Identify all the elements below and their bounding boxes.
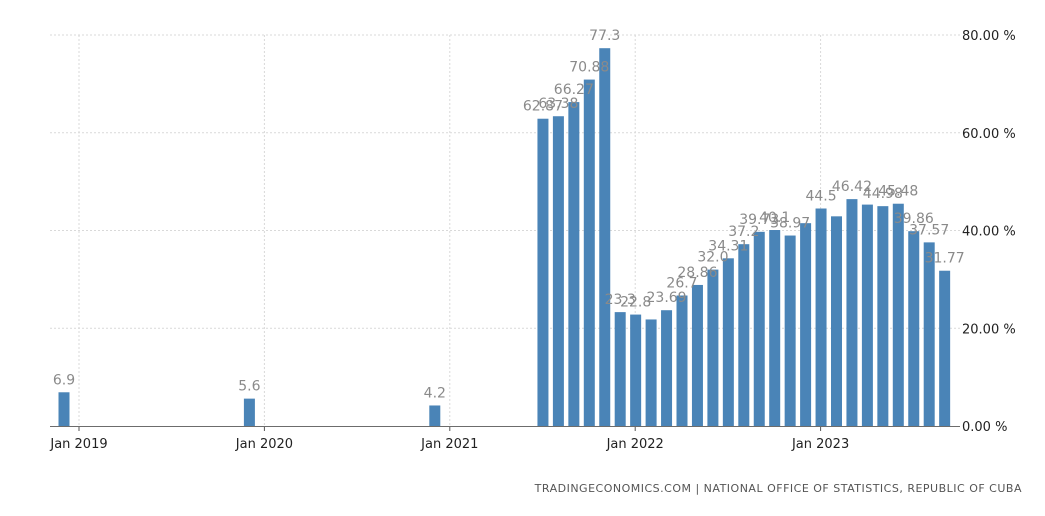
x-tick-label: Jan 2019	[49, 437, 107, 452]
data-label: 23.69	[647, 290, 687, 306]
data-label: 40.1	[759, 210, 790, 226]
bar	[923, 242, 935, 426]
bar	[537, 118, 549, 427]
bar	[939, 270, 951, 426]
y-tick-label: 80.00 %	[962, 29, 1016, 44]
bar	[614, 312, 626, 426]
bar	[753, 231, 765, 426]
bar	[815, 208, 827, 426]
bar	[676, 295, 688, 426]
data-label: 34.31	[708, 238, 748, 254]
y-axis: 0.00 % 20.00 % 40.00 % 60.00 % 80.00 %	[962, 29, 1016, 435]
data-label: 46.42	[832, 179, 872, 195]
x-axis: Jan 2019 Jan 2020 Jan 2021 Jan 2022 Jan 2023	[49, 426, 960, 452]
data-label: 22.8	[620, 295, 651, 311]
data-label: 38.97	[770, 216, 810, 232]
bar	[691, 284, 703, 426]
data-label: 66.27	[554, 82, 594, 98]
data-label: 23.3	[605, 292, 636, 308]
bar	[877, 206, 889, 426]
bar	[568, 102, 580, 426]
y-tick-label: 40.00 %	[962, 225, 1016, 240]
bar	[429, 405, 441, 426]
bar	[722, 258, 734, 426]
data-label: 32.0	[697, 250, 728, 266]
bar	[552, 116, 564, 426]
bar	[58, 392, 70, 426]
bars	[58, 48, 951, 427]
source-attribution: TRADINGECONOMICS.COM | NATIONAL OFFICE O…	[534, 482, 1022, 495]
x-tick-label: Jan 2021	[420, 437, 478, 452]
data-label: 4.2	[424, 385, 446, 401]
bar	[583, 79, 595, 426]
bar	[243, 398, 255, 426]
bar	[784, 235, 796, 426]
bar	[800, 223, 812, 426]
x-tick-label: Jan 2022	[606, 437, 664, 452]
data-label: 45.48	[878, 184, 918, 200]
x-tick-label: Jan 2020	[235, 437, 293, 452]
bar	[738, 244, 750, 426]
bar	[892, 203, 904, 426]
y-tick-label: 0.00 %	[962, 420, 1007, 435]
bar	[846, 199, 858, 426]
data-label: 62.87	[523, 99, 563, 115]
bar	[707, 269, 719, 426]
y-tick-label: 20.00 %	[962, 322, 1016, 337]
data-label: 39.73	[739, 212, 779, 228]
x-tick-label: Jan 2023	[791, 437, 849, 452]
data-label: 5.6	[238, 379, 260, 395]
bar	[630, 314, 642, 426]
data-label: 31.77	[925, 251, 965, 267]
data-label: 6.9	[53, 372, 75, 388]
data-label: 39.86	[894, 211, 934, 227]
y-tick-label: 60.00 %	[962, 127, 1016, 142]
bar	[661, 310, 673, 426]
data-label: 77.3	[589, 28, 620, 44]
data-label: 37.2	[728, 224, 759, 240]
bar	[908, 231, 920, 426]
data-label: 37.57	[909, 222, 949, 238]
bar	[861, 204, 873, 426]
data-label: 26.7	[666, 276, 697, 292]
bar	[599, 48, 611, 426]
bar	[645, 319, 657, 426]
bar	[769, 230, 781, 426]
data-label: 44.5	[805, 189, 836, 205]
data-label: 44.98	[863, 186, 903, 202]
data-label: 63.38	[538, 96, 578, 112]
bar	[831, 216, 842, 426]
data-label: 70.88	[569, 60, 609, 76]
data-label: 28.86	[677, 265, 717, 281]
